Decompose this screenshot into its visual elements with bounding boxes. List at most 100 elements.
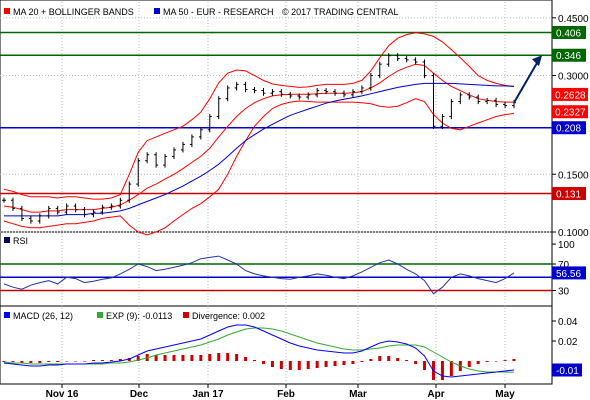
current-value-box [552,87,588,101]
x-tick-label: Dec [130,389,149,400]
rsi-y-tick-label: 100 [558,240,575,251]
level-label: 0.406 [556,28,581,39]
divergence-bar [253,360,257,361]
divergence-bar [503,360,507,361]
level-label-box [552,25,586,39]
divergence-bar [172,355,176,361]
legend-copyright: © 2017 TRADING CENTRAL [282,7,399,17]
level-label: 0.208 [556,124,581,135]
divergence-bar [369,359,373,361]
macd-current-label: -0.01 [556,366,579,377]
divergence-bar [387,356,391,361]
macd-y-tick-label: 0.02 [558,337,578,348]
macd-current-box [552,363,582,377]
forecast-arrow-head [532,55,542,67]
current-value-label: 0.2327 [555,108,586,119]
forecast-arrow-shaft [513,60,539,104]
rsi-line [3,255,515,295]
divergence-bar [109,360,113,361]
divergence-bar [440,361,444,380]
x-tick-label: Mar [349,389,367,400]
divergence-bar [414,361,418,364]
bollinger-upper-line [3,32,515,200]
divergence-bar [494,361,498,362]
divergence-bar [226,353,230,361]
rsi-current-box [552,266,586,280]
divergence-bar [154,355,158,361]
rsi-y-tick-label: 70 [558,260,570,271]
divergence-bar [163,355,167,361]
x-tick-label: Apr [427,389,444,400]
macd-line [3,324,515,378]
divergence-bar [306,361,310,369]
divergence-bar [190,355,194,361]
divergence-bar [467,361,471,367]
level-label-box [552,121,586,135]
divergence-bar [217,353,221,361]
divergence-bar [279,361,283,369]
ma20-line [3,63,514,213]
divergence-bar [405,360,409,361]
divergence-bar [100,360,104,361]
current-value-box [552,105,588,119]
divergence-bar [29,361,33,363]
divergence-bar [11,361,15,362]
x-tick-label: May [495,389,515,400]
divergence-bar [2,361,6,362]
price-panel [0,0,553,233]
legend-swatch-bollinger [4,8,10,14]
divergence-bar [181,355,185,361]
level-label-box [552,48,586,62]
legend-ma20-bollinger: MA 20 + BOLLINGER BANDS [13,7,134,17]
legend-swatch-ma50 [154,8,160,14]
divergence-bar [324,361,328,367]
divergence-bar [333,361,337,366]
rsi-panel [0,231,553,307]
rsi-current-label: 56.56 [556,269,581,280]
ma50-line [4,82,515,217]
x-tick-label: Feb [277,389,295,400]
main-legend: MA 20 + BOLLINGER BANDS MA 50 - EUR - RE… [4,7,399,17]
divergence-bar [315,361,319,368]
price-y-tick-label: 0.1000 [558,228,589,239]
divergence-bar [476,361,480,364]
divergence-bar [351,361,355,364]
divergence-bar [235,354,239,361]
divergence-bar [38,361,42,363]
rsi-legend: RSI [4,236,28,246]
x-tick-label: Nov 16 [46,389,79,400]
legend-swatch-divergence [183,312,189,318]
price-y-tick-label: 0.3000 [558,72,589,83]
legend-ma50-text: MA 50 - EUR - RESEARCH [163,7,274,17]
legend-swatch-exp [97,312,103,318]
divergence-bar [423,361,427,370]
price-y-tick-label: 0.1500 [558,170,589,181]
divergence-bar [270,361,274,367]
legend-divergence: Divergence: 0.002 [192,311,265,321]
macd-legend: MACD (26, 12) EXP (9): -0.0113 Divergenc… [4,311,265,321]
divergence-bar [360,361,364,362]
level-label-box [552,187,586,201]
legend-swatch-macd [4,312,10,318]
legend-swatch-rsi [4,237,10,243]
divergence-bar [449,361,453,376]
divergence-bar [47,361,51,362]
divergence-bar [56,361,60,362]
price-y-tick-label: 0.4500 [558,14,589,25]
divergence-bar [288,361,292,370]
divergence-bar [378,356,382,361]
divergence-bar [342,361,346,365]
divergence-bar [485,361,489,362]
divergence-bar [261,361,265,364]
current-value-label: 0.2628 [555,90,586,101]
divergence-bar [118,359,122,361]
divergence-bar [208,354,212,361]
macd-panel [0,305,553,385]
x-tick-label: Jan 17 [192,389,224,400]
rsi-y-tick-label: 30 [558,287,570,298]
macd-y-tick-label: 0.04 [558,317,578,328]
divergence-bar [83,361,87,362]
divergence-bar [244,357,248,361]
divergence-bar [91,360,95,361]
